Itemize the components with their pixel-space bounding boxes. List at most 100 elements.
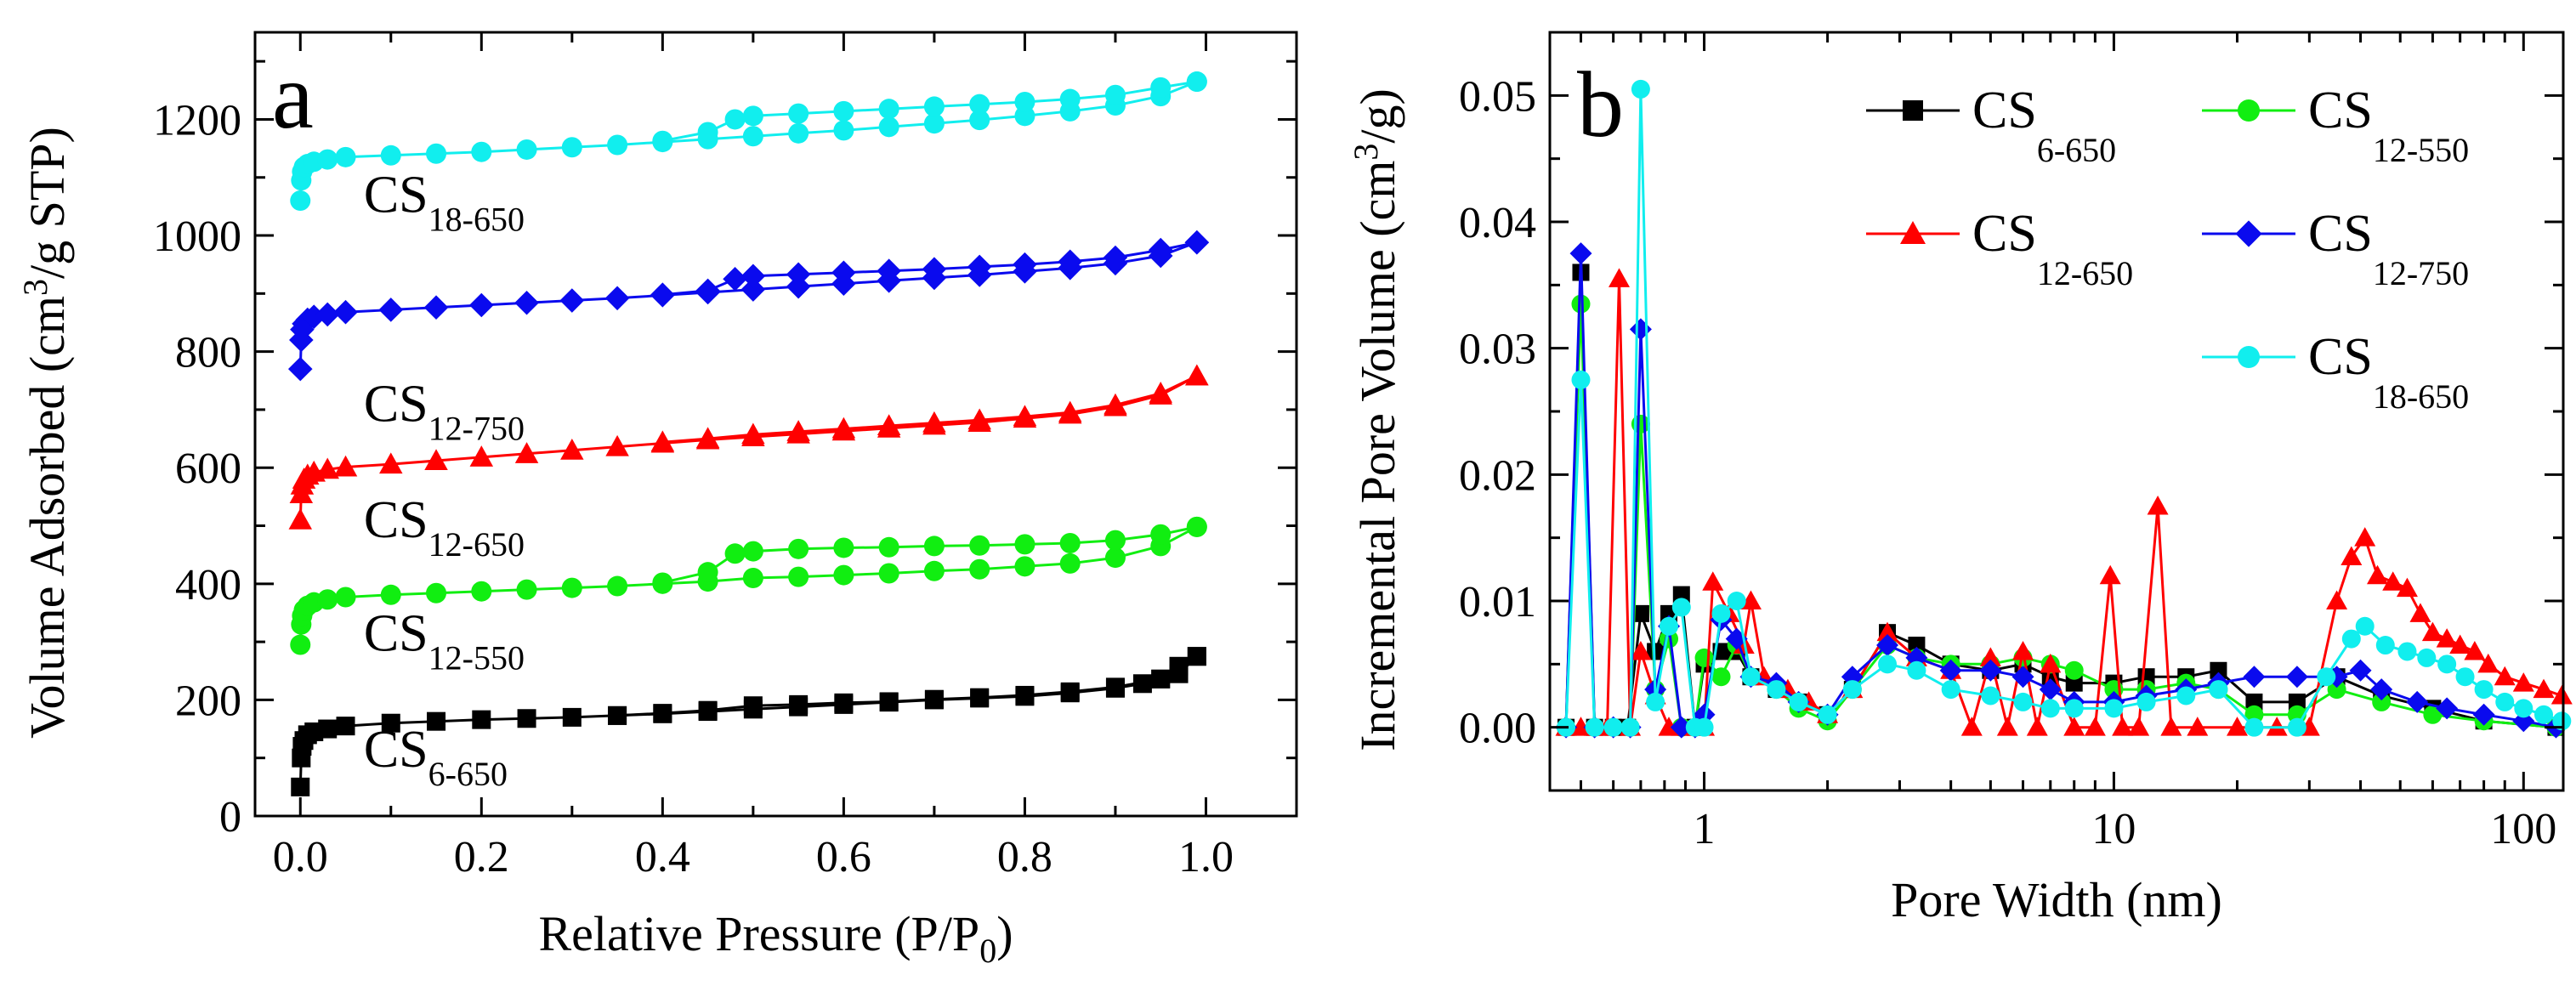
data-point [2287, 717, 2306, 737]
data-point [2063, 717, 2085, 736]
data-point [2147, 496, 2169, 515]
data-point [1620, 717, 1640, 737]
data-point [1105, 677, 1125, 697]
x-tick-label: 10 [2091, 805, 2136, 853]
legend-label: CS6-650 [1972, 82, 2116, 169]
data-point [924, 689, 944, 709]
data-point [1694, 717, 1714, 737]
data-point [833, 564, 854, 586]
data-point [288, 507, 313, 530]
data-point [653, 704, 672, 723]
data-point [877, 414, 901, 436]
data-point [878, 536, 899, 558]
data-point [969, 558, 990, 580]
y-tick-label: 0.02 [1459, 451, 1536, 500]
data-point [427, 711, 446, 731]
plot-frame [253, 31, 1298, 818]
panel-b-data [1555, 79, 2573, 739]
data-point [1013, 405, 1037, 427]
data-point [1014, 91, 1036, 112]
data-point [2494, 666, 2516, 686]
curve-label-CS12-750: CS12-750 [364, 376, 525, 448]
y-tick-label: 0 [219, 793, 241, 842]
data-point [561, 577, 582, 598]
data-point [878, 99, 899, 120]
data-point [608, 706, 627, 725]
data-point [2421, 621, 2443, 642]
legend-label: CS12-650 [1972, 205, 2133, 292]
data-point [2040, 699, 2060, 718]
data-point [923, 113, 945, 134]
data-point [1149, 382, 1172, 403]
data-point [2375, 636, 2395, 655]
adsorption-line [298, 374, 1198, 520]
data-point [2534, 705, 2554, 724]
data-point [831, 260, 856, 286]
data-point [970, 688, 990, 707]
series-CS12-550 [290, 516, 1207, 655]
y-tick-label: 0.03 [1459, 326, 1536, 374]
series-CS12-650 [1555, 268, 2573, 736]
data-point [1132, 674, 1152, 694]
data-point [1672, 586, 1690, 604]
data-point [1981, 686, 2000, 706]
y-tick-label: 800 [175, 329, 241, 377]
data-point [2437, 654, 2457, 674]
data-point [2026, 717, 2048, 736]
data-point [301, 304, 326, 329]
data-point [2209, 680, 2228, 700]
data-point [1104, 393, 1127, 415]
data-point [2136, 692, 2156, 711]
data-point [786, 274, 811, 299]
data-point [923, 96, 945, 117]
data-point [2326, 590, 2348, 609]
data-point [1104, 547, 1126, 569]
curve-label-CS12-650: CS12-650 [364, 491, 525, 564]
x-tick-label: 1.0 [1178, 833, 1234, 881]
data-point [2099, 564, 2121, 585]
data-point [1014, 556, 1036, 577]
data-point [2040, 653, 2062, 673]
data-point [2512, 672, 2534, 692]
series-CS6-650 [291, 647, 1206, 796]
curve-label-CS12-550: CS12-550 [364, 604, 525, 677]
data-point [1979, 647, 2001, 666]
data-point [1630, 640, 1652, 660]
data-point [2160, 717, 2182, 736]
data-point [287, 356, 313, 382]
data-point [516, 579, 537, 600]
series-CS18-650 [290, 71, 1207, 212]
data-point [2104, 699, 2124, 718]
data-point [2039, 678, 2062, 701]
data-point [469, 292, 494, 318]
data-point [967, 254, 992, 280]
data-point [2065, 674, 2083, 692]
data-point [1186, 516, 1207, 537]
data-point [1059, 552, 1081, 574]
data-point [2011, 666, 2034, 688]
panel-a-x-axis-title: Relative Pressure (P/P0) [538, 906, 1013, 970]
data-point [742, 567, 763, 588]
data-point [2341, 629, 2361, 649]
data-point [2449, 634, 2471, 654]
data-point [2112, 717, 2134, 736]
data-point [878, 116, 899, 138]
legend-item-CS12-550: CS12-550 [2202, 82, 2469, 169]
data-point [967, 408, 991, 430]
panel-b: 1 10 1000.000.010.020.030.040.05 CS6-650CS… [1347, 31, 2573, 927]
data-point [2423, 705, 2443, 724]
data-point [1569, 242, 1592, 265]
data-point [2550, 685, 2573, 705]
x-tick-label: 100 [2490, 805, 2556, 853]
data-point [605, 434, 629, 456]
data-point [2464, 640, 2486, 660]
data-point [562, 707, 582, 727]
data-point [1186, 71, 1207, 93]
data-point [1185, 364, 1209, 386]
legend-item-CS12-750: CS12-750 [2202, 205, 2469, 292]
data-point [1015, 685, 1035, 705]
data-point [2514, 699, 2533, 718]
data-point [695, 427, 720, 449]
y-tick-label: 600 [175, 445, 241, 493]
data-point [561, 137, 582, 158]
